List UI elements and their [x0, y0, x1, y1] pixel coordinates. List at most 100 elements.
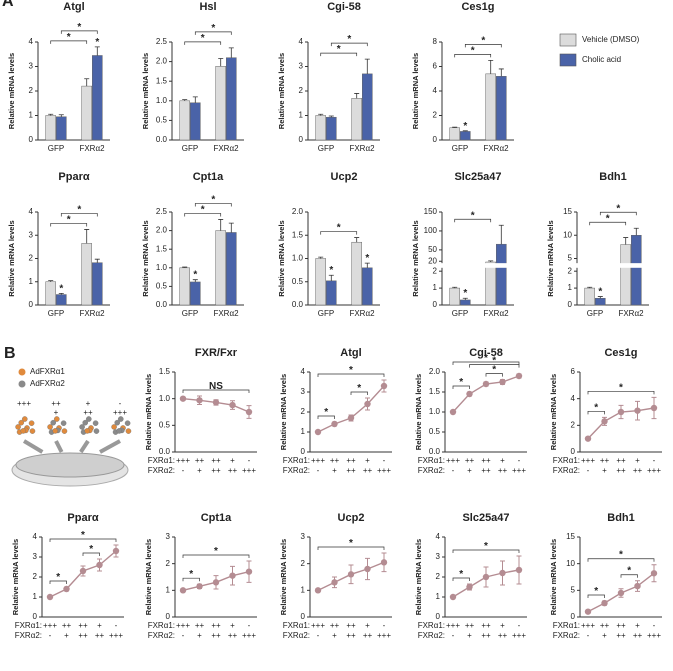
bar — [595, 297, 606, 306]
bar — [81, 85, 92, 141]
panel-label: A — [2, 0, 14, 10]
x-tick-label: FXRα2 — [213, 144, 239, 153]
point — [499, 378, 506, 386]
cell — [20, 428, 27, 434]
y-tick-label: 1.0 — [159, 394, 171, 403]
x-tick-label: GFP — [48, 309, 64, 318]
bracket-label: * — [201, 33, 205, 44]
bracket — [317, 373, 385, 377]
x-row-label: FXRα1: — [418, 621, 445, 630]
error-bar — [318, 113, 324, 116]
chart-title: Ces1g — [604, 347, 637, 359]
y-axis-label: Relative mRNA levels — [414, 539, 423, 615]
y-tick-label: 1 — [436, 592, 441, 601]
bracket — [452, 385, 470, 389]
bracket — [182, 554, 250, 558]
x-tick-label: + — [230, 456, 235, 465]
bar — [362, 73, 373, 141]
x-tick-label: ++ — [211, 456, 221, 465]
x-tick-label: +++ — [109, 631, 123, 640]
error-bar — [48, 280, 54, 282]
tube-label: +++ — [113, 408, 127, 417]
x-tick-label: ++ — [498, 466, 508, 475]
x-tick-label: + — [500, 621, 505, 630]
x-tick-label: GFP — [318, 309, 334, 318]
tube-label: + — [54, 408, 59, 417]
bracket-label: * — [594, 402, 598, 413]
x-tick-label: ++ — [78, 621, 88, 630]
bracket — [49, 580, 67, 584]
bracket-label: * — [492, 356, 496, 367]
y-tick-label: 4 — [29, 207, 34, 216]
x-row-label: FXRα2: — [148, 466, 175, 475]
point — [212, 579, 220, 586]
point — [617, 408, 625, 416]
y-tick-label: 1 — [166, 585, 171, 594]
x-tick-label: GFP — [452, 309, 468, 318]
x-row-label: FXRα2: — [283, 631, 310, 640]
chart-title: Cpt1a — [193, 171, 224, 183]
y-tick-label: 6 — [433, 62, 438, 71]
legend-label: Cholic acid — [582, 55, 621, 64]
chart-title: Bdh1 — [599, 171, 627, 183]
y-tick-label: 1 — [29, 111, 34, 120]
y-tick-label: 1.5 — [159, 367, 171, 376]
bracket — [599, 211, 637, 216]
bracket — [485, 373, 503, 377]
y-axis-label: Relative mRNA levels — [411, 220, 420, 296]
bracket-label: * — [347, 34, 351, 45]
x-tick-label: ++ — [330, 456, 340, 465]
bar — [226, 232, 237, 306]
bracket-label: * — [484, 541, 488, 552]
y-tick-label: 4 — [301, 367, 306, 376]
chart-title: Slc25a47 — [454, 171, 501, 183]
x-tick-label: +++ — [176, 621, 190, 630]
cell — [116, 428, 123, 434]
y-tick-label: 4 — [33, 532, 38, 541]
dish-inner — [15, 452, 125, 478]
x-tick-label: ++ — [616, 631, 626, 640]
y-tick-label: 8 — [433, 37, 438, 46]
significance: * — [598, 287, 602, 298]
bracket-label: * — [81, 530, 85, 541]
y-tick-label: 3 — [436, 552, 441, 561]
y-tick-label: 0 — [166, 612, 171, 621]
chart-title: Bdh1 — [607, 512, 635, 524]
bracket — [49, 538, 117, 542]
x-tick-label: +++ — [512, 466, 526, 475]
error-bar — [328, 115, 334, 118]
bracket — [587, 410, 605, 415]
y-tick-label: 3 — [29, 62, 34, 71]
y-axis-label: Relative mRNA levels — [277, 53, 286, 129]
bar — [315, 115, 326, 141]
bracket — [330, 42, 368, 47]
bracket-label: * — [56, 572, 60, 583]
cell — [28, 420, 35, 426]
bracket — [464, 44, 502, 48]
point — [331, 579, 338, 586]
point — [245, 568, 253, 575]
cell — [50, 419, 57, 426]
x-tick-label: +++ — [647, 466, 661, 475]
bar — [92, 55, 103, 141]
y-tick-label: 1.5 — [156, 244, 168, 253]
y-axis-label: Relative mRNA levels — [141, 220, 150, 296]
bar — [460, 299, 471, 306]
y-axis-label: Relative mRNA levels — [7, 220, 16, 296]
bar — [215, 66, 226, 141]
bracket-label: * — [627, 566, 631, 577]
bracket-label: * — [484, 353, 488, 364]
x-tick-label: - — [182, 631, 185, 640]
chart-title: Atgl — [340, 347, 361, 359]
cell — [84, 428, 91, 434]
bracket — [50, 223, 88, 227]
arrow — [79, 439, 90, 454]
bracket-label: * — [471, 45, 475, 56]
significance: * — [463, 121, 467, 132]
y-tick-label: 2.5 — [156, 207, 168, 216]
x-row-label: FXRα2: — [418, 466, 445, 475]
point — [499, 569, 506, 577]
bar — [45, 281, 56, 306]
bracket-label: * — [337, 44, 341, 55]
x-row-label: FXRα1: — [148, 456, 175, 465]
